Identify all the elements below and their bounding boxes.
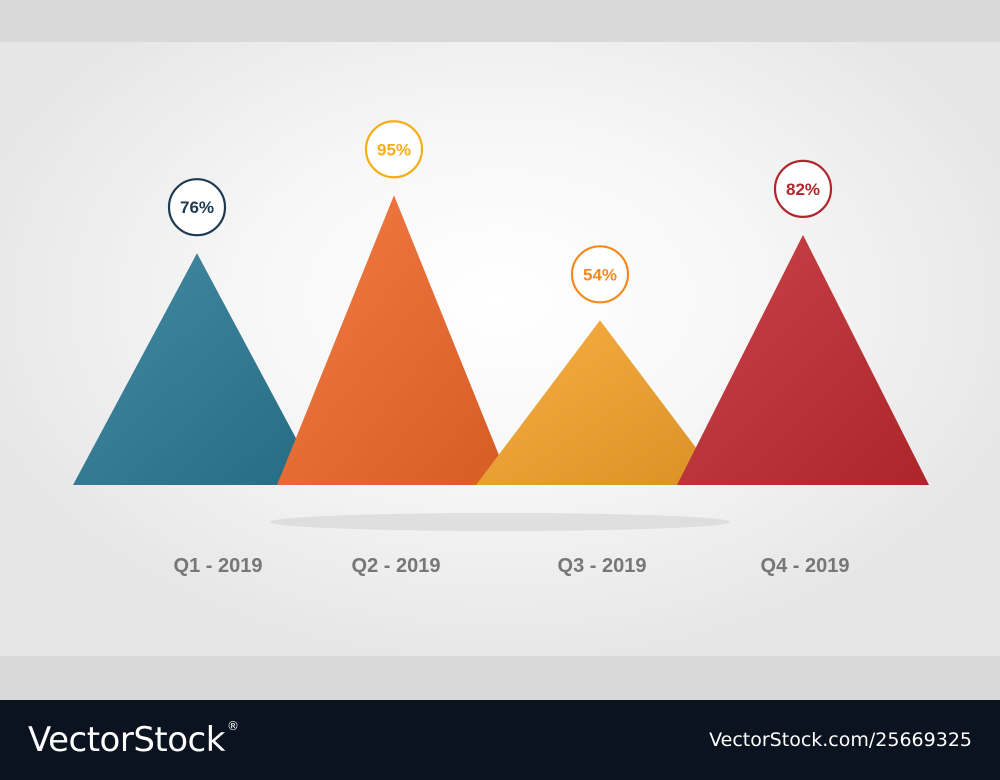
triangle-bar-q3 [476,320,724,485]
watermark-url: VectorStock.com/25669325 [709,729,972,751]
value-label-q4: 82% [786,180,820,199]
value-label-circle-q1 [167,178,227,237]
base-shadow [270,513,730,531]
chart-marks [73,195,929,485]
value-label-circle-q3 [570,245,630,304]
x-tick-label-q2: Q2 - 2019 [352,555,441,577]
watermark-logo: VectorStock ® [28,719,239,760]
value-labels: 76% 95% 54% 82% [167,120,833,304]
value-label-q1: 76% [180,198,214,217]
triangle-chart: 76% 95% 54% 82% Q1 - 2019 Q2 - 2019 Q3 - 2019… [73,120,929,577]
x-tick-label-q3: Q3 - 2019 [558,555,647,577]
x-tick-labels: Q1 - 2019 Q2 - 2019 Q3 - 2019 Q4 - 2019 [174,555,850,577]
triangle-bar-q1 [73,253,321,485]
value-label-circle-q4 [773,159,833,218]
triangle-bar-q4 [677,234,929,485]
watermark-bar: VectorStock ® VectorStock.com/25669325 [0,700,1000,780]
value-label-circle-q2 [364,120,424,179]
triangle-bar-q2 [277,195,511,485]
value-label-q2: 95% [377,140,411,159]
value-label-q3: 54% [583,265,617,284]
x-tick-label-q1: Q1 - 2019 [174,555,263,577]
x-tick-label-q4: Q4 - 2019 [761,555,850,577]
